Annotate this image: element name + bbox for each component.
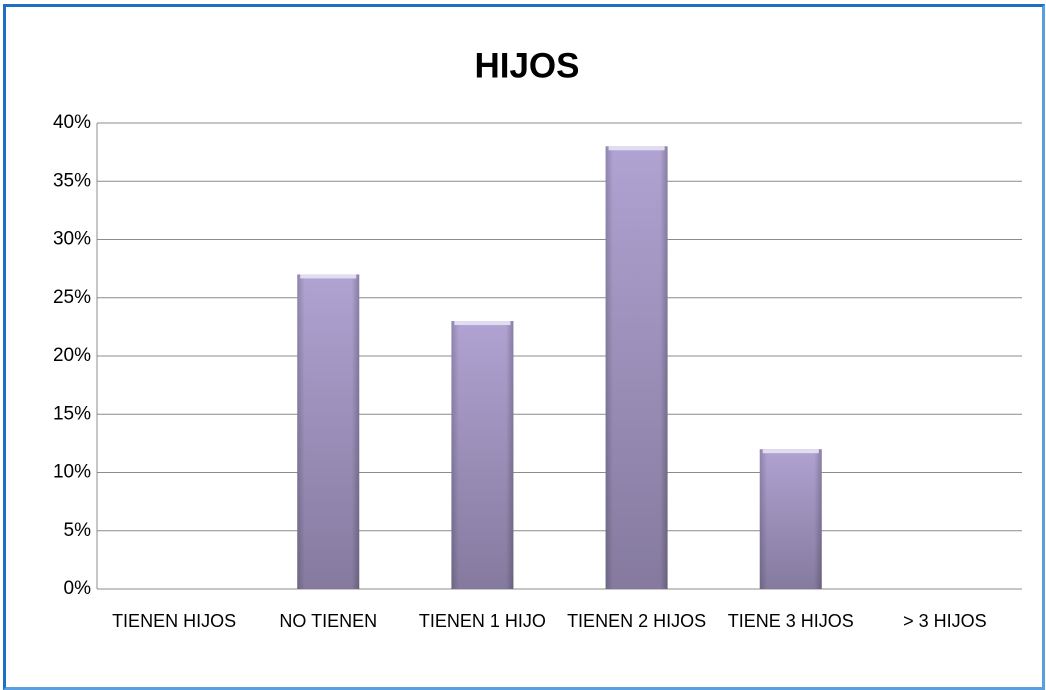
bar-shade <box>759 449 822 589</box>
y-tick-label: 35% <box>53 170 91 191</box>
bar-shade <box>451 321 514 589</box>
bar-highlight <box>454 321 511 326</box>
x-tick-label: NO TIENEN <box>279 611 378 631</box>
y-tick-label: 10% <box>53 462 91 483</box>
bar-shade <box>605 146 668 590</box>
x-tick-label: > 3 HIJOS <box>903 611 987 631</box>
bar-highlight <box>300 274 357 279</box>
bar-highlight <box>762 449 819 454</box>
y-tick-label: 15% <box>53 403 91 424</box>
y-tick-label: 5% <box>64 520 92 541</box>
x-tick-label: TIENEN 1 HIJO <box>418 611 546 631</box>
y-tick-label: 0% <box>64 578 92 599</box>
x-tick-label: TIENE 3 HIJOS <box>727 611 854 631</box>
y-tick-label: 30% <box>53 229 91 250</box>
bar-highlight <box>608 146 665 151</box>
chart-title: HIJOS <box>474 46 579 85</box>
chart-frame <box>3 4 1045 690</box>
x-tick-label: TIENEN HIJOS <box>112 611 237 631</box>
y-tick-label: 20% <box>53 345 91 366</box>
x-tick-label: TIENEN 2 HIJOS <box>567 611 707 631</box>
y-tick-label: 40% <box>53 112 91 133</box>
y-tick-label: 25% <box>53 287 91 308</box>
bar-shade <box>297 274 360 589</box>
